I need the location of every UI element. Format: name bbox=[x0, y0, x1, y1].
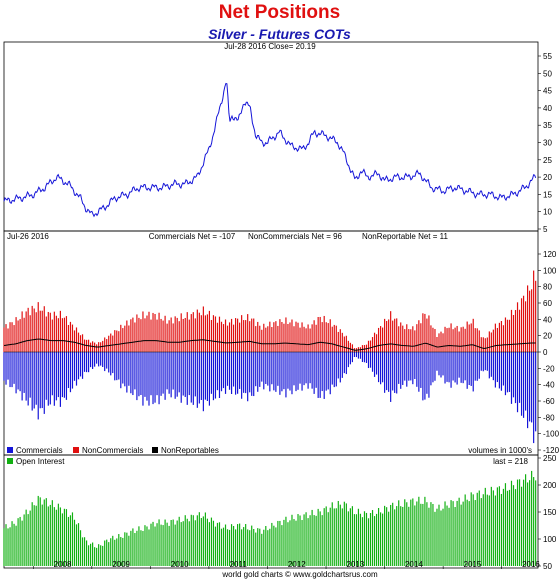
net-y-tick-label: -120 bbox=[543, 446, 559, 455]
price-y-tick-label: 10 bbox=[543, 208, 552, 217]
net-y-tick-label: -100 bbox=[543, 430, 559, 439]
oi-y-tick-label: 50 bbox=[543, 562, 552, 571]
oi-y-tick-label: 100 bbox=[543, 535, 557, 544]
net-y-tick-label: 0 bbox=[543, 348, 548, 357]
net-header-noncommercials: NonCommercials Net = 96 bbox=[248, 232, 343, 241]
x-tick-label: 2015 bbox=[464, 560, 482, 569]
oi-panel-frame bbox=[3, 454, 539, 569]
oi-y-tick-label: 250 bbox=[543, 454, 557, 463]
footer-credit: world gold charts © www.goldchartsrus.co… bbox=[221, 570, 378, 579]
net-y-tick-label: -20 bbox=[543, 364, 555, 373]
oi-last-label: last = 218 bbox=[493, 457, 528, 466]
legend-label-nonreportables: NonReportables bbox=[161, 446, 219, 455]
price-y-tick-label: 55 bbox=[543, 52, 552, 61]
x-tick-label: 2012 bbox=[288, 560, 306, 569]
net-y-tick-label: -60 bbox=[543, 397, 555, 406]
x-axis: 2008 2009 2010 2011 2012 2013 2014 2015 2016 bbox=[32, 560, 540, 569]
volume-note: volumes in 1000's bbox=[468, 446, 532, 455]
net-y-tick-label: -80 bbox=[543, 413, 555, 422]
net-y-tick-label: 40 bbox=[543, 315, 552, 324]
legend-swatch-noncommercials bbox=[73, 447, 79, 453]
price-y-tick-label: 30 bbox=[543, 139, 552, 148]
price-y-tick-label: 5 bbox=[543, 225, 548, 234]
net-header-commercials: Commercials Net = -107 bbox=[149, 232, 236, 241]
x-tick-label: 2008 bbox=[54, 560, 72, 569]
oi-y-tick-label: 150 bbox=[543, 508, 557, 517]
price-line bbox=[3, 82, 537, 218]
legend-label-commercials: Commercials bbox=[16, 446, 63, 455]
legend-label-noncommercials: NonCommercials bbox=[82, 446, 143, 455]
net-y-tick-label: 120 bbox=[543, 250, 557, 259]
price-y-tick-label: 20 bbox=[543, 173, 552, 182]
net-y-tick-label: 80 bbox=[543, 283, 552, 292]
x-tick-label: 2014 bbox=[405, 560, 423, 569]
price-y-tick-label: 35 bbox=[543, 121, 552, 130]
price-panel: 5 10 15 20 25 30 35 40 45 50 55 bbox=[3, 52, 552, 234]
net-y-tick-label: -40 bbox=[543, 381, 555, 390]
price-panel-frame bbox=[3, 41, 539, 232]
net-y-tick-label: 100 bbox=[543, 266, 557, 275]
nonreportables-line bbox=[3, 338, 536, 351]
oi-y-tick-label: 200 bbox=[543, 481, 557, 490]
price-y-tick-label: 45 bbox=[543, 87, 552, 96]
legend-swatch-commercials bbox=[7, 447, 13, 453]
x-tick-label: 2016 bbox=[522, 560, 540, 569]
price-y-tick-label: 15 bbox=[543, 190, 552, 199]
legend-swatch-open-interest bbox=[7, 458, 13, 464]
price-y-tick-label: 25 bbox=[543, 156, 552, 165]
x-tick-label: 2010 bbox=[171, 560, 189, 569]
price-y-tick-label: 50 bbox=[543, 69, 552, 78]
net-y-tick-label: 20 bbox=[543, 332, 552, 341]
legend: Commercials NonCommercials NonReportable… bbox=[7, 446, 219, 455]
open-interest-panel: 50 100 150 200 250 bbox=[3, 454, 557, 571]
x-tick-label: 2009 bbox=[112, 560, 130, 569]
x-tick-label: 2011 bbox=[230, 560, 248, 569]
chart-subtitle: Silver - Futures COTs bbox=[208, 26, 351, 42]
legend-swatch-nonreportables bbox=[152, 447, 158, 453]
net-header-nonreportable: NonReportable Net = 11 bbox=[362, 232, 448, 241]
net-y-tick-label: 60 bbox=[543, 299, 552, 308]
oi-series-label: Open Interest bbox=[16, 457, 65, 466]
net-positions-panel: -120 -100 -80 -60 -40 -20 0 20 40 60 80 100 120 bbox=[3, 250, 559, 455]
price-header: Jul-28 2016 Close= 20.19 bbox=[224, 42, 316, 51]
price-y-tick-label: 40 bbox=[543, 104, 552, 113]
x-tick-label: 2013 bbox=[346, 560, 364, 569]
chart-title: Net Positions bbox=[218, 2, 341, 23]
net-header-date: Jul-26 2016 bbox=[7, 232, 49, 241]
